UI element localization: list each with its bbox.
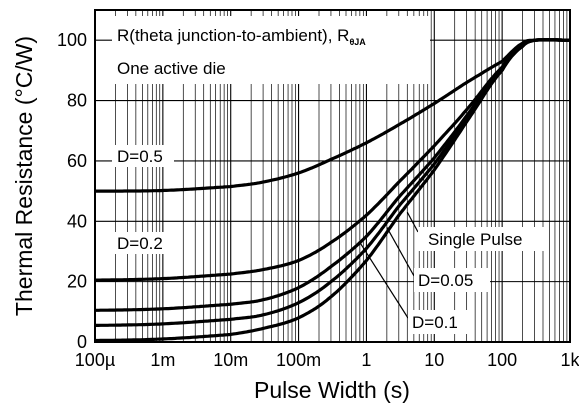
x-tick-label: 1 <box>361 350 371 370</box>
series-line-d-0.5 <box>95 38 570 193</box>
x-tick-label: 10 <box>424 350 444 370</box>
y-tick-label: 80 <box>67 91 87 111</box>
series-label-d0.5: D=0.5 <box>117 147 163 166</box>
y-tick-label: 0 <box>77 332 87 352</box>
y-tick-labels: 0 20 40 60 80 100 <box>57 30 87 352</box>
label-bg-d01 <box>408 310 474 334</box>
y-axis-title: Thermal Resistance (°C/W) <box>11 36 37 316</box>
x-tick-label: 1m <box>150 350 175 370</box>
label-bg-single <box>418 227 545 251</box>
y-tick-label: 60 <box>67 151 87 171</box>
label-bg-d02 <box>112 232 174 254</box>
annotation-background <box>112 16 430 84</box>
series-label-single-pulse: Single Pulse <box>428 230 523 249</box>
label-pointer-line <box>406 211 419 233</box>
series-label-d0.05: D=0.05 <box>418 271 473 290</box>
series-labels: D=0.5 D=0.2 Single Pulse D=0.05 D=0.1 <box>112 145 545 334</box>
plot-frame <box>94 9 571 343</box>
label-pointer-line <box>386 227 415 277</box>
x-tick-label: 1k <box>560 350 579 370</box>
label-pointer-line <box>359 242 409 319</box>
label-bg-d005 <box>414 268 490 292</box>
series-line-single-pulse <box>95 38 570 343</box>
x-tick-label: 100µ <box>75 350 115 370</box>
chart-annotation: R(theta junction-to-ambient), RθJA One a… <box>112 16 430 84</box>
annotation-line-1-subscript: θJA <box>349 37 366 47</box>
series-label-d0.1: D=0.1 <box>412 313 458 332</box>
label-pointer-layer <box>359 211 419 319</box>
label-bg-d05 <box>112 145 174 167</box>
annotation-line-1-text: R(theta junction-to-ambient), R <box>117 26 349 45</box>
x-tick-labels: 100µ 1m 10m 100m 1 10 100 1k <box>75 350 579 370</box>
annotation-line-1: R(theta junction-to-ambient), RθJA <box>117 26 366 47</box>
y-tick-label: 100 <box>57 30 87 50</box>
x-tick-label: 100m <box>276 350 321 370</box>
series-label-d0.2: D=0.2 <box>117 234 163 253</box>
series-layer <box>95 38 570 343</box>
annotation-line-2: One active die <box>117 59 226 78</box>
x-tick-label: 100 <box>487 350 517 370</box>
x-axis-title: Pulse Width (s) <box>254 377 410 403</box>
series-line-d-0.1 <box>95 38 570 312</box>
y-tick-label: 20 <box>67 272 87 292</box>
y-tick-label: 40 <box>67 211 87 231</box>
x-tick-label: 10m <box>213 350 248 370</box>
